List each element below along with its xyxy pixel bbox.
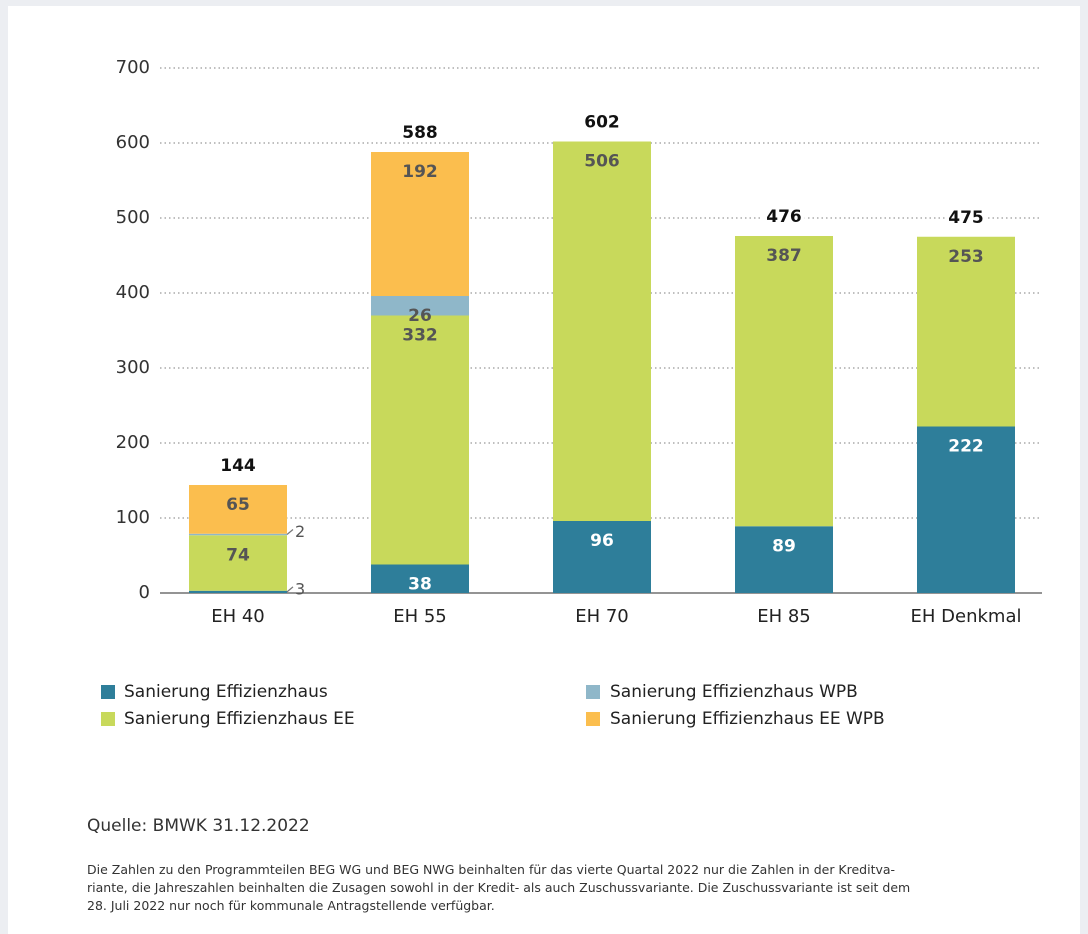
bar-segment: [189, 485, 287, 534]
data-label: 65: [226, 495, 250, 515]
data-label: 222: [948, 437, 984, 457]
note-line: 28. Juli 2022 nur noch für kommunale Ant…: [87, 898, 495, 913]
legend-label: Sanierung Effizienzhaus EE: [124, 709, 355, 729]
total-label: 588: [402, 123, 438, 143]
data-label: 2: [295, 522, 305, 541]
data-label: 74: [226, 545, 250, 565]
bar-segment: [189, 535, 287, 591]
legend-label: Sanierung Effizienzhaus WPB: [610, 682, 858, 702]
y-tick-label: 500: [116, 207, 150, 228]
x-tick-label: EH 70: [575, 606, 629, 627]
data-label: 38: [408, 575, 432, 595]
y-tick-label: 100: [116, 507, 150, 528]
data-label: 26: [408, 306, 432, 326]
y-tick-label: 400: [116, 282, 150, 303]
note-line: riante, die Jahreszahlen beinhalten die …: [87, 880, 911, 895]
x-tick-label: EH 40: [211, 606, 265, 627]
data-label: 3: [295, 579, 305, 598]
y-tick-label: 200: [116, 432, 150, 453]
chart: 0 100 200 300 400 500 600 700 3 74 2 65 144 EH 40 38 33…: [101, 57, 1042, 729]
total-label: 602: [584, 113, 620, 133]
legend-swatch: [101, 712, 115, 726]
source: Quelle: BMWK 31.12.2022: [87, 816, 310, 836]
bar-segment: [189, 533, 287, 536]
bar-segment: [553, 521, 651, 593]
data-label: 89: [772, 536, 796, 556]
y-tick-label: 600: [116, 132, 150, 153]
bar-segment: [917, 426, 1015, 593]
bar-segment: [553, 141, 651, 521]
y-tick-label: 700: [116, 57, 150, 78]
y-tick-label: 0: [139, 582, 150, 603]
total-label: 144: [220, 456, 256, 476]
bar-segment: [917, 236, 1015, 427]
legend-swatch: [586, 685, 600, 699]
bar-segment: [735, 526, 833, 593]
bar-segment: [371, 564, 469, 593]
legend-label: Sanierung Effizienzhaus: [124, 682, 328, 702]
legend-swatch: [586, 712, 600, 726]
data-label: 506: [584, 152, 620, 172]
panel: [8, 6, 1080, 934]
y-tick-label: 300: [116, 357, 150, 378]
data-label: 253: [948, 247, 984, 267]
x-tick-label: EH Denkmal: [911, 606, 1022, 627]
data-label: 96: [590, 531, 614, 551]
total-label: 476: [766, 207, 802, 227]
legend-swatch: [101, 685, 115, 699]
bar-segment: [371, 296, 469, 316]
label-leader: [286, 529, 294, 535]
bar-segment: [371, 315, 469, 565]
note-line: Die Zahlen zu den Programmteilen BEG WG …: [87, 862, 896, 877]
data-label: 387: [766, 246, 802, 266]
label-leader: [286, 586, 294, 593]
bar-segment: [189, 590, 287, 593]
bar-segment: [371, 152, 469, 296]
data-label: 192: [402, 162, 438, 182]
data-label: 332: [402, 326, 438, 346]
x-tick-label: EH 85: [757, 606, 811, 627]
legend-label: Sanierung Effizienzhaus EE WPB: [610, 709, 885, 729]
bar-segment: [735, 236, 833, 527]
total-label: 475: [948, 208, 984, 228]
x-tick-label: EH 55: [393, 606, 447, 627]
